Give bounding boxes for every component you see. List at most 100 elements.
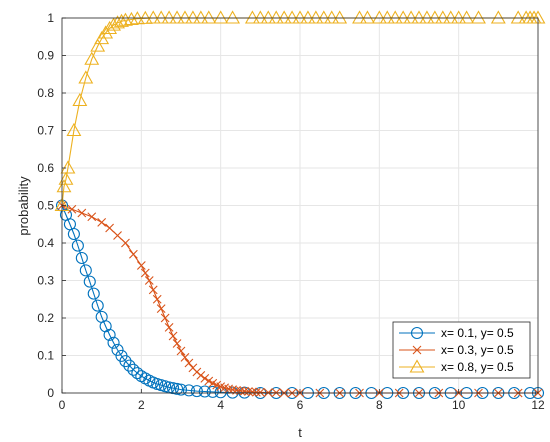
data-point — [244, 387, 253, 396]
data-point — [324, 10, 340, 24]
cross-stroke — [224, 384, 233, 394]
data-point — [111, 343, 124, 356]
x-tick-label: 4 — [217, 398, 224, 412]
data-point — [107, 336, 120, 349]
data-point — [67, 204, 77, 214]
cross-stroke — [176, 346, 186, 356]
data-point — [204, 376, 214, 386]
data-point — [260, 10, 276, 24]
data-point — [411, 10, 427, 24]
data-point — [79, 264, 92, 277]
data-point — [170, 382, 184, 395]
cross-stroke — [87, 212, 97, 222]
data-point — [177, 10, 193, 24]
data-point — [90, 38, 106, 52]
data-point — [200, 373, 210, 383]
cross-stroke — [184, 358, 194, 368]
ticks: 0 2 4 6 8 10 12 0 0.1 0.2 0.3 0.4 0.5 0.6 0.7 0.8 0.9 1 — [37, 11, 545, 412]
data-point — [359, 10, 375, 24]
y-tick-label: 0.9 — [37, 49, 54, 63]
data-point — [152, 294, 162, 304]
data-point — [190, 385, 203, 398]
data-point — [145, 10, 161, 24]
data-point — [174, 383, 188, 396]
data-point — [419, 10, 435, 24]
data-point — [97, 217, 107, 227]
data-point — [443, 10, 459, 24]
data-point — [156, 304, 166, 314]
data-point — [75, 251, 88, 265]
data-point — [129, 249, 138, 259]
cross-stroke — [172, 339, 182, 348]
cross-stroke — [412, 345, 422, 355]
data-point — [84, 51, 100, 65]
data-point — [123, 359, 136, 372]
y-axis-label: probability — [16, 176, 31, 236]
data-point — [248, 387, 257, 397]
data-point — [113, 231, 122, 240]
y-tick-label: 0 — [47, 386, 54, 400]
data-point — [510, 10, 526, 24]
legend-marker — [410, 326, 424, 340]
data-point — [213, 10, 229, 24]
data-point — [78, 70, 94, 84]
data-point — [87, 287, 100, 300]
cross-stroke — [180, 352, 190, 362]
legend-label: x= 0.1, y= 0.5 — [441, 326, 514, 340]
cross-stroke — [160, 313, 170, 323]
data-point — [193, 10, 209, 24]
cross-stroke — [67, 204, 77, 214]
data-point — [83, 275, 96, 288]
data-point — [251, 387, 261, 397]
x-tick-label: 6 — [297, 398, 304, 412]
data-point — [427, 10, 443, 24]
cross-stroke — [77, 208, 87, 218]
data-point — [255, 387, 265, 397]
data-point — [106, 17, 122, 31]
cross-stroke — [188, 363, 198, 373]
data-point — [105, 223, 114, 233]
data-point — [67, 227, 80, 241]
cross-stroke — [113, 231, 122, 240]
data-point — [240, 386, 249, 396]
data-point — [308, 10, 324, 24]
cross-stroke — [212, 380, 222, 390]
cross-stroke — [140, 268, 150, 278]
legend-label: x= 0.8, y= 0.5 — [441, 360, 514, 374]
data-point — [379, 10, 395, 24]
data-point — [123, 11, 139, 26]
data-point — [403, 10, 419, 24]
data-point — [77, 208, 87, 218]
cross-stroke — [196, 370, 206, 380]
data-point — [184, 358, 194, 368]
data-point — [169, 10, 185, 24]
data-point — [332, 10, 348, 24]
legend-marker — [412, 345, 422, 355]
data-point — [395, 10, 411, 24]
data-point — [87, 212, 97, 222]
data-point — [144, 276, 154, 285]
data-point — [371, 10, 387, 24]
cross-stroke — [148, 285, 158, 295]
cross-stroke — [228, 385, 237, 395]
cross-stroke — [168, 331, 178, 341]
cross-stroke — [204, 376, 214, 386]
data-point — [185, 10, 201, 24]
data-point — [387, 10, 403, 24]
x-axis-label: t — [298, 425, 302, 440]
legend: x= 0.1, y= 0.5 x= 0.3, y= 0.5 x= 0.8, y= 0… — [392, 321, 531, 379]
cross-stroke — [244, 387, 253, 396]
cross-stroke — [240, 386, 249, 396]
y-tick-label: 0.3 — [37, 274, 54, 288]
data-point — [56, 179, 72, 193]
legend-item: x= 0.3, y= 0.5 — [399, 343, 514, 357]
legend-item: x= 0.8, y= 0.5 — [399, 359, 514, 374]
cross-stroke — [136, 261, 146, 270]
y-tick-label: 0.5 — [37, 199, 54, 213]
cross-stroke — [144, 276, 154, 285]
legend-item: x= 0.1, y= 0.5 — [399, 326, 514, 340]
data-point — [180, 352, 190, 362]
cross-stroke — [105, 223, 114, 233]
data-point — [244, 10, 260, 24]
